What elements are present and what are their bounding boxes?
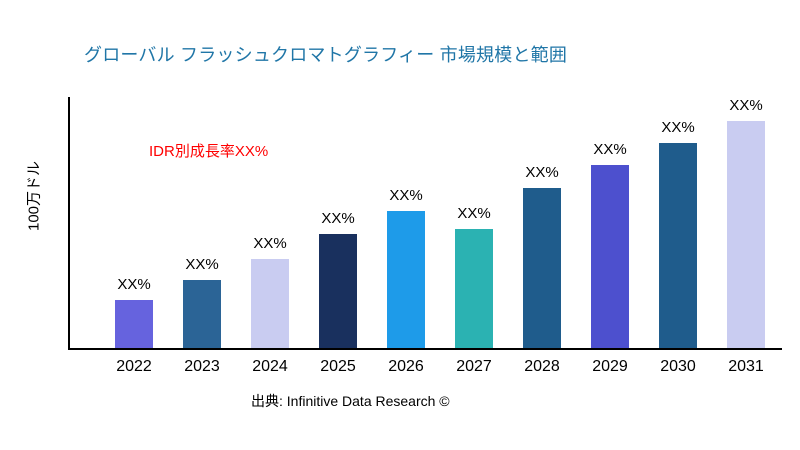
bar-series: XX% 2022 XX% 2023 XX% 2024 XX% 2025 XX% 2026 XX% 20…	[70, 97, 782, 375]
bar-value-label-2022: XX%	[117, 276, 151, 294]
growth-rate-annotation: IDR別成長率XX%	[149, 143, 269, 160]
bar-group-2028: XX% 2028	[508, 97, 576, 375]
x-tick-label-2025: 2025	[320, 358, 356, 375]
x-tick-label-2022: 2022	[116, 358, 152, 375]
bar-group-2029: XX% 2029	[576, 97, 644, 375]
x-tick-label-2024: 2024	[252, 358, 288, 375]
bar-group-2026: XX% 2026	[372, 97, 440, 375]
y-axis-label: 100万ドル	[25, 160, 43, 232]
bar-2022	[115, 300, 153, 348]
bar-group-2022: XX% 2022	[100, 97, 168, 375]
bar-2025	[319, 233, 357, 348]
bar-value-label-2030: XX%	[661, 118, 695, 136]
x-tick-label-2026: 2026	[388, 358, 424, 375]
bar-group-2023: XX% 2023	[168, 97, 236, 375]
x-tick-label-2031: 2031	[728, 358, 764, 375]
bar-group-2024: XX% 2024	[236, 97, 304, 375]
bar-value-label-2024: XX%	[253, 235, 287, 253]
x-tick-label-2028: 2028	[524, 358, 560, 375]
bar-2029	[591, 165, 629, 348]
bar-group-2027: XX% 2027	[440, 97, 508, 375]
source-caption: 出典: Infinitive Data Research ©	[251, 393, 450, 409]
bar-group-2025: XX% 2025	[304, 97, 372, 375]
bar-2024	[251, 259, 289, 348]
bar-value-label-2031: XX%	[729, 97, 763, 114]
bar-value-label-2025: XX%	[321, 209, 355, 227]
bar-2028	[523, 188, 561, 348]
bar-value-label-2028: XX%	[525, 164, 559, 182]
bar-group-2030: XX% 2030	[644, 97, 712, 375]
bar-2031	[727, 121, 765, 348]
x-tick-label-2030: 2030	[660, 358, 696, 375]
bar-2030	[659, 142, 697, 348]
bar-group-2031: XX% 2031	[712, 97, 780, 375]
bar-2023	[183, 279, 221, 348]
bar-2026	[387, 211, 425, 348]
bar-value-label-2029: XX%	[593, 141, 627, 159]
x-tick-label-2023: 2023	[184, 358, 220, 375]
bar-value-label-2027: XX%	[457, 205, 491, 223]
x-tick-label-2027: 2027	[456, 358, 492, 375]
bar-2027	[455, 229, 493, 348]
plot-area: XX% 2022 XX% 2023 XX% 2024 XX% 2025 XX% 2026 XX% 20…	[68, 97, 782, 375]
x-tick-label-2029: 2029	[592, 358, 628, 375]
bar-value-label-2026: XX%	[389, 187, 423, 205]
bar-value-label-2023: XX%	[185, 255, 219, 273]
chart-title: グローバル フラッシュクロマトグラフィー 市場規模と範囲	[84, 45, 568, 65]
